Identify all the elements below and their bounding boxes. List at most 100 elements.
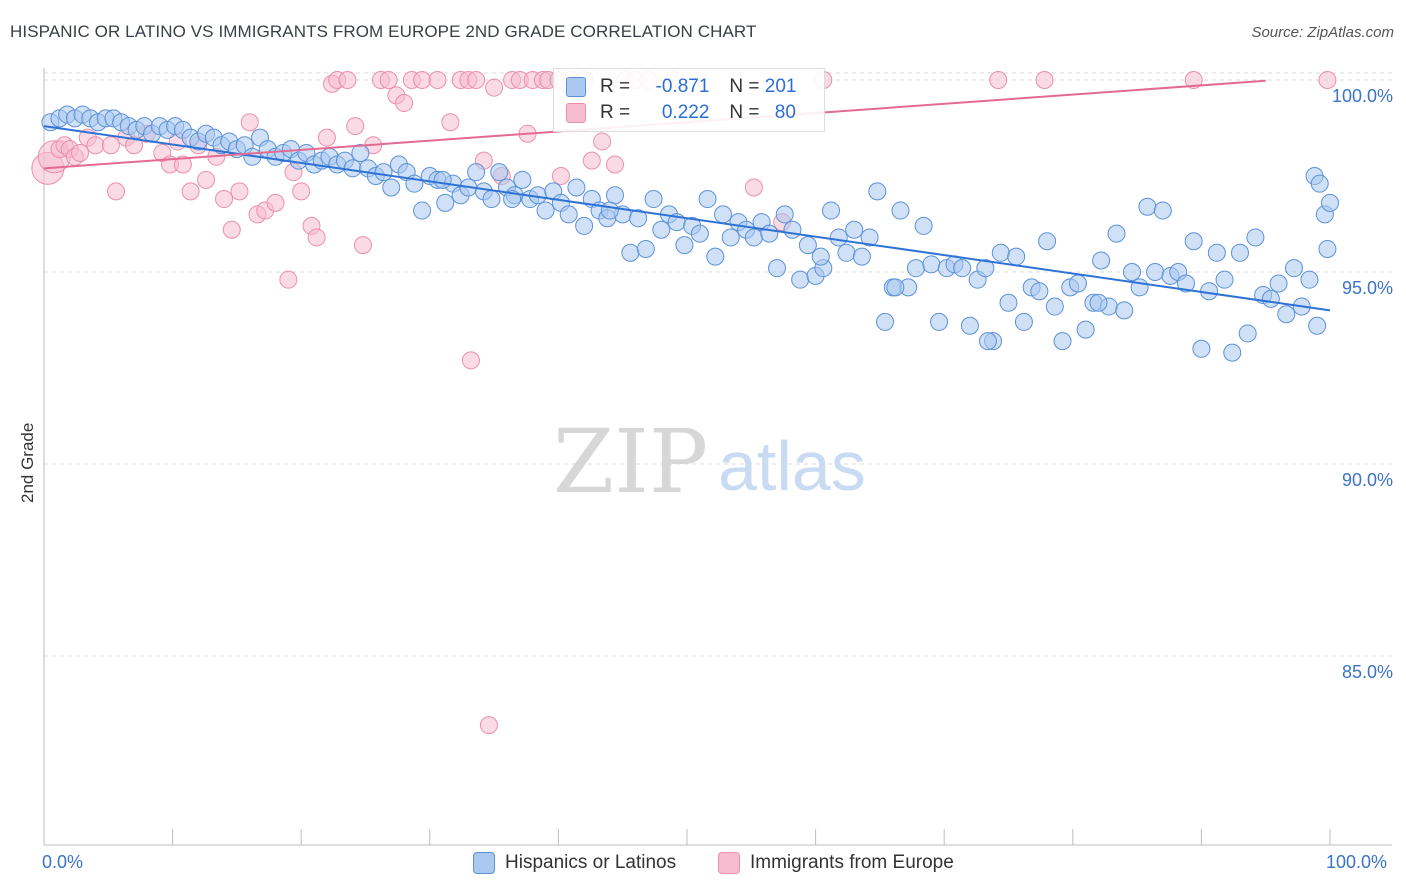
blue-point <box>922 255 941 274</box>
blue-point <box>1053 332 1072 351</box>
blue-point <box>1200 282 1219 301</box>
watermark-atlas: atlas <box>718 427 866 505</box>
pink-point <box>266 193 285 212</box>
blue-r-label: R = <box>600 76 631 97</box>
pink-point <box>395 94 414 113</box>
pink-point <box>215 190 234 209</box>
pink-point <box>1318 71 1337 89</box>
legend-item-hispanics[interactable]: Hispanics or Latinos <box>473 852 676 874</box>
blue-point <box>1122 263 1141 281</box>
pink-point <box>230 182 249 201</box>
blue-point <box>991 243 1010 262</box>
blue-point <box>644 190 663 209</box>
legend-item-europe[interactable]: Immigrants from Europe <box>718 852 954 874</box>
pink-point <box>71 143 90 162</box>
blue-point <box>1238 324 1257 343</box>
blue-point <box>1300 270 1319 289</box>
blue-point <box>775 205 794 224</box>
blue-n-label: N = <box>729 76 760 97</box>
blue-point <box>1230 243 1249 262</box>
blue-point <box>868 182 887 201</box>
blue-point <box>706 247 725 266</box>
blue-point <box>1269 274 1288 293</box>
blue-point <box>413 201 432 220</box>
blue-point <box>698 190 717 209</box>
pink-point <box>582 151 601 170</box>
pink-point <box>441 113 460 132</box>
pink-n-label: N = <box>729 102 760 123</box>
y-tick-label: 90.0% <box>1341 470 1393 490</box>
blue-point <box>1308 316 1327 335</box>
pink-point <box>338 71 357 89</box>
pink-point <box>292 182 311 201</box>
pink-n-value: 80 <box>774 102 796 123</box>
blue-point <box>1045 297 1064 316</box>
x-tick-label-100: 100.0% <box>1326 852 1388 872</box>
blue-point <box>1310 174 1329 193</box>
blue-point <box>1284 259 1303 278</box>
blue-point <box>690 224 709 243</box>
source-credit: Source: ZipAtlas.com <box>1251 24 1394 41</box>
blue-point <box>1321 193 1339 212</box>
blue-n-value: 201 <box>764 76 797 97</box>
chart-title: HISPANIC OR LATINO VS IMMIGRANTS FROM EU… <box>10 22 757 41</box>
blue-point <box>1192 339 1211 358</box>
blue-point <box>760 224 779 243</box>
blue-point <box>382 178 401 197</box>
blue-point <box>768 259 787 278</box>
blue-point <box>652 220 671 239</box>
blue-point <box>1107 224 1126 243</box>
pink-point <box>413 71 432 89</box>
blue-point <box>914 216 933 235</box>
axes <box>43 68 1392 846</box>
pink-point <box>1184 71 1203 89</box>
blue-swatch <box>566 77 586 97</box>
blue-point <box>1223 343 1242 362</box>
blue-point <box>876 312 895 331</box>
pink-point <box>467 71 486 89</box>
pink-point <box>428 71 447 89</box>
legend-swatch-pink <box>718 852 740 874</box>
blue-point <box>1318 239 1337 258</box>
stats-row-blue: R = -0.871 N = 201 <box>566 75 796 99</box>
pink-point <box>479 716 498 735</box>
blue-trend-line <box>43 125 1331 312</box>
blue-point <box>636 239 655 258</box>
blue-point <box>852 247 871 266</box>
pink-point <box>346 117 365 136</box>
blue-point <box>886 278 905 297</box>
pink-swatch <box>566 103 586 123</box>
blue-point <box>1038 232 1057 251</box>
blue-point <box>559 205 578 224</box>
blue-point <box>811 247 830 266</box>
blue-point <box>467 163 486 182</box>
blue-point <box>605 186 624 205</box>
blue-point <box>1207 243 1226 262</box>
pink-point <box>197 170 216 189</box>
x-tick-label-0: 0.0% <box>42 852 84 872</box>
stats-row-pink: R = 0.222 N = 80 <box>566 101 796 125</box>
blue-point <box>906 259 925 278</box>
blue-point <box>1092 251 1111 270</box>
blue-point <box>860 228 879 247</box>
pink-point <box>989 71 1008 89</box>
stats-legend-box: R = -0.871 N = 201 R = 0.222 N = 80 <box>553 68 825 132</box>
pink-point <box>279 270 298 289</box>
blue-point <box>1030 282 1049 301</box>
blue-point <box>675 236 694 255</box>
pink-point <box>101 136 120 155</box>
y-tick-label: 95.0% <box>1341 278 1393 298</box>
blue-point <box>1014 312 1033 331</box>
pink-point <box>353 236 372 255</box>
pink-series-points <box>31 71 1337 735</box>
blue-point <box>999 293 1018 312</box>
pink-point <box>1035 71 1054 89</box>
blue-point <box>629 209 648 228</box>
blue-point <box>744 228 763 247</box>
blue-point <box>1089 293 1108 312</box>
pink-r-value: 0.222 <box>661 102 710 123</box>
y-tick-label: 85.0% <box>1341 662 1393 682</box>
blue-point <box>1146 263 1165 281</box>
blue-point <box>1261 289 1280 308</box>
blue-point <box>374 163 393 182</box>
